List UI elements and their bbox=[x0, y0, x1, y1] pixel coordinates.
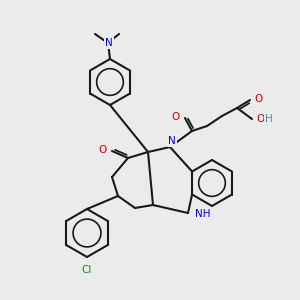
Text: Cl: Cl bbox=[82, 265, 92, 275]
Text: O: O bbox=[254, 94, 262, 104]
Text: O: O bbox=[172, 112, 180, 122]
Text: NH: NH bbox=[195, 209, 211, 219]
Text: N: N bbox=[168, 136, 176, 146]
Text: O: O bbox=[256, 114, 264, 124]
Text: O: O bbox=[99, 145, 107, 155]
Text: H: H bbox=[265, 114, 273, 124]
Text: N: N bbox=[105, 38, 113, 48]
